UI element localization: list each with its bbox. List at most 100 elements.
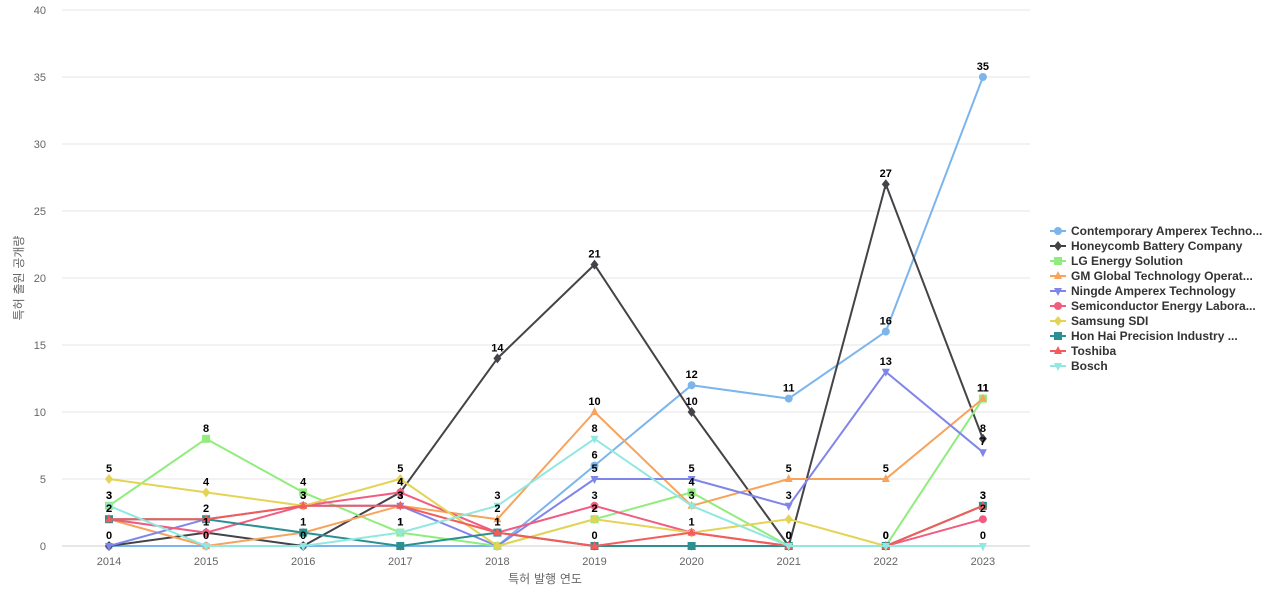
legend-label: Bosch <box>1071 359 1108 373</box>
legend-marker <box>1054 227 1062 235</box>
data-point <box>396 500 405 509</box>
data-point <box>202 528 211 537</box>
y-tick-label: 35 <box>34 72 46 84</box>
data-point <box>396 529 405 538</box>
data-point <box>396 474 405 484</box>
data-label: 35 <box>977 61 989 73</box>
data-label: 3 <box>300 490 306 502</box>
data-point <box>881 327 890 336</box>
legend-label: LG Energy Solution <box>1071 254 1183 268</box>
data-point <box>202 487 211 498</box>
legend-item[interactable]: Hon Hai Precision Industry ... <box>1050 329 1238 343</box>
data-label: 11 <box>977 383 989 395</box>
legend-marker <box>1054 241 1062 251</box>
data-point <box>105 543 113 551</box>
legend-item[interactable]: Ningde Amperex Technology <box>1050 284 1236 298</box>
data-label: 8 <box>980 423 986 435</box>
x-axis-title: 특허 발행 연도 <box>508 571 582 586</box>
data-label: 1 <box>203 517 209 529</box>
data-point <box>978 449 987 458</box>
legend-label: Hon Hai Precision Industry ... <box>1071 329 1238 343</box>
data-label: 1 <box>300 517 306 529</box>
legend-item[interactable]: Semiconductor Energy Labora... <box>1050 299 1256 313</box>
legend-label: Toshiba <box>1071 344 1116 358</box>
data-label: 1 <box>689 517 695 529</box>
x-tick-label: 2016 <box>291 556 315 568</box>
legend-marker <box>1054 288 1062 296</box>
data-label: 4 <box>397 476 404 488</box>
data-label: 0 <box>106 530 112 542</box>
x-tick-label: 2020 <box>679 556 703 568</box>
y-tick-label: 5 <box>40 474 46 486</box>
x-tick-label: 2015 <box>194 556 218 568</box>
data-point <box>590 501 599 510</box>
legend-item[interactable]: LG Energy Solution <box>1050 254 1183 268</box>
legend-label: Ningde Amperex Technology <box>1071 284 1236 298</box>
data-point <box>202 514 211 523</box>
x-axis-ticks: 2014 2015 2016 2017 2018 2019 2020 2021 2022 2023 <box>97 546 995 568</box>
data-label: 1 <box>494 517 500 529</box>
data-label: 11 <box>977 383 989 395</box>
legend-marker <box>1054 271 1062 279</box>
legend-marker <box>1054 302 1062 310</box>
legend-item[interactable]: GM Global Technology Operat... <box>1050 269 1253 283</box>
data-label: 1 <box>397 517 403 529</box>
series-10 <box>105 435 987 551</box>
legend-item[interactable]: Bosch <box>1050 359 1108 373</box>
x-tick-label: 2019 <box>582 556 606 568</box>
series-lines <box>105 73 987 551</box>
data-label: 3 <box>106 490 112 502</box>
data-point <box>105 474 113 484</box>
x-tick-label: 2021 <box>776 556 800 568</box>
data-label: 4 <box>397 476 404 488</box>
data-label: 5 <box>106 463 112 475</box>
data-label: 0 <box>980 530 986 542</box>
data-label: 3 <box>397 490 403 502</box>
data-label: 0 <box>203 530 209 542</box>
data-label: 2 <box>591 503 597 515</box>
data-label: 0 <box>786 530 792 542</box>
data-label: 11 <box>783 383 795 395</box>
legend-item[interactable]: Samsung SDI <box>1050 314 1148 328</box>
y-axis-ticks: 0 5 10 15 20 25 30 35 40 <box>34 5 46 553</box>
data-point <box>299 500 308 509</box>
data-label: 3 <box>494 490 500 502</box>
y-tick-label: 30 <box>34 139 46 151</box>
data-label: 12 <box>685 369 697 381</box>
data-point <box>881 179 890 190</box>
data-point <box>299 488 308 497</box>
series-8 <box>105 501 987 550</box>
data-point <box>978 515 987 524</box>
legend-item[interactable]: Contemporary Amperex Techno... <box>1050 224 1262 238</box>
legend-item[interactable]: Honeycomb Battery Company <box>1050 239 1243 253</box>
data-point <box>784 514 793 525</box>
data-point <box>784 394 793 403</box>
y-axis-title: 특허 출원 공개량 <box>12 236 26 321</box>
data-label: 0 <box>786 530 792 542</box>
data-point <box>299 528 308 537</box>
data-point <box>978 393 987 402</box>
data-label: 0 <box>300 530 306 542</box>
data-point <box>687 488 696 497</box>
data-point <box>590 514 599 525</box>
data-label: 4 <box>689 476 696 488</box>
data-label: 1 <box>397 517 403 529</box>
data-label: 3 <box>980 490 986 502</box>
data-point <box>978 500 987 509</box>
y-tick-label: 10 <box>34 407 46 419</box>
data-point <box>590 476 599 484</box>
data-label: 5 <box>689 463 695 475</box>
data-point <box>590 259 599 270</box>
series-line <box>108 478 984 547</box>
legend-marker <box>1054 257 1062 265</box>
data-point <box>881 474 890 482</box>
legend-item[interactable]: Toshiba <box>1050 344 1116 358</box>
data-label: 2 <box>591 503 597 515</box>
data-label: 6 <box>591 450 597 462</box>
legend-marker <box>1054 332 1062 340</box>
x-tick-label: 2014 <box>97 556 121 568</box>
data-label: 2 <box>203 503 209 515</box>
data-point <box>784 543 793 551</box>
